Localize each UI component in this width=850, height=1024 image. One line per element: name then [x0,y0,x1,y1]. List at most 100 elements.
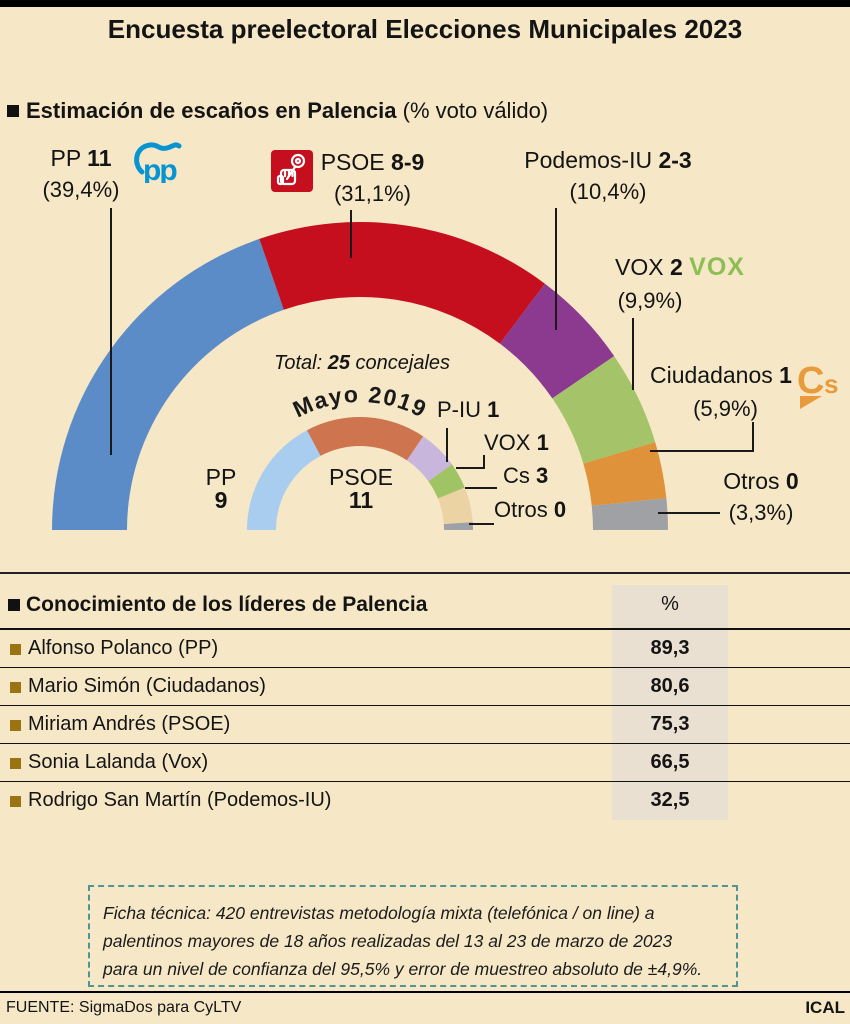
cs-2019-name: Cs [503,463,530,488]
psoe-seats: 8-9 [391,149,425,175]
row-bullet-icon [10,757,21,769]
cs-pct: (5,9%) [693,396,758,421]
label-cs-2019: Cs 3 [503,463,548,489]
row-bullet-icon [10,681,21,693]
row-bullet-icon [10,719,21,731]
pp-logo-icon: pp [134,142,182,183]
vox-2019-seats: 1 [536,430,549,455]
callout-pp [110,208,112,455]
svg-text:s: s [824,369,838,399]
podemos-name: Podemos-IU [524,147,653,173]
inner-ring-title: Mayo 2019 [289,381,432,423]
cs-seats: 1 [779,362,792,388]
page-title: Encuesta preelectoral Elecciones Municip… [107,14,743,44]
podemos-seats: 2-3 [658,147,692,173]
vox-seats: 2 [669,254,683,280]
label-psoe-2019: PSOE 11 [326,466,396,512]
ficha-line: palentinos mayores de 18 años realizadas… [103,931,673,951]
estimation-section-title: Estimación de escaños en Palencia (% vot… [26,98,548,124]
leaders-table-header: Conocimiento de los líderes de Palencia … [0,585,850,630]
podemos-pct: (10,4%) [569,179,647,204]
leader-value: 75,3 [650,712,690,735]
psoe-2019-name: PSOE [329,464,393,490]
piu-2019-name: P-IU [437,397,481,422]
top-border [0,0,850,7]
table-top-rule [0,572,850,574]
leader-name: Sonia Lalanda (Vox) [28,750,209,773]
inner-ring-segment-PSOE [306,417,424,461]
otros-pct: (3,3%) [728,500,794,525]
inner-ring-segment-Cs [437,487,473,525]
row-bullet-icon [10,643,21,655]
label-podemos: Podemos-IU 2-3 (10,4%) [508,145,708,207]
total-seats-label: Total: 25 concejales [262,352,462,375]
label-pp-2019: PP 9 [191,466,251,512]
piu-2019-seats: 1 [487,397,500,422]
ficha-line: Ficha técnica: 420 entrevistas metodolog… [103,903,655,923]
svg-text:pp: pp [143,154,177,183]
total-suffix: concejales [355,352,451,374]
vox-name: VOX [615,254,664,280]
leader-name: Miriam Andrés (PSOE) [28,712,231,735]
otros-name: Otros [723,468,780,494]
ficha-line: para un nivel de confianza del 95,5% y e… [103,959,703,979]
table-row: Rodrigo San Martín (Podemos-IU) 32,5 [0,783,850,820]
pp-seats: 11 [87,145,112,171]
callout-piu-2019 [446,428,448,462]
callout-cs-2019 [465,487,497,489]
leader-name: Alfonso Polanco (PP) [28,636,219,659]
callout-vox-2019-h [456,467,485,469]
inner-ring-segment-VOX [428,464,465,499]
footer-rule [0,991,850,993]
outer-ring-segment-Podemos-IU [499,283,615,399]
leader-value: 66,5 [650,750,690,773]
source-credit: FUENTE: SigmaDos para CyLTV [6,999,242,1016]
label-pp: PP 11 (39,4%) [31,143,131,205]
cs-2019-seats: 3 [536,463,549,488]
callout-vox-2019-v [483,455,485,469]
callout-otros [658,512,720,514]
leader-name: Rodrigo San Martín (Podemos-IU) [28,788,332,811]
total-prefix: Total: [273,352,323,374]
inner-ring-segment-PP [247,430,321,530]
otros-2019-seats: 0 [553,497,567,522]
pp-2019-name: PP [205,464,237,490]
table-row: Alfonso Polanco (PP) 89,3 [0,631,850,668]
label-cs: Ciudadanos 1 [650,360,792,391]
label-vox: VOX 2 VOX [615,252,745,283]
svg-text:C: C [797,363,824,402]
otros-seats: 0 [785,468,799,494]
table-row: Sonia Lalanda (Vox) 66,5 [0,745,850,782]
leader-value: 32,5 [650,788,690,811]
vox-pct: (9,9%) [617,288,683,313]
label-piu-2019: P-IU 1 [437,397,499,423]
cs-logo-icon: C s [797,363,838,409]
table-row: Miriam Andrés (PSOE) 75,3 [0,707,850,744]
pp-2019-seats: 9 [214,487,228,513]
callout-vox [632,318,634,390]
callout-cs-h [650,450,754,452]
vox-logo-icon: VOX [689,253,745,281]
agency-credit: ICAL [805,998,845,1017]
row-bullet-icon [10,795,21,807]
label-otros: Otros 0 (3,3%) [711,466,811,528]
cs-name: Ciudadanos [650,362,773,388]
callout-cs-v [752,422,754,452]
label-vox-2019: VOX 1 [484,430,549,456]
callout-podemos [555,208,557,330]
label-psoe: PSOE 8-9 (31,1%) [320,147,425,209]
pp-name: PP [50,145,81,171]
psoe-2019-seats: 11 [348,487,374,513]
callout-psoe [350,210,352,258]
label-otros-2019: Otros 0 [494,497,566,523]
otros-2019-name: Otros [494,497,548,522]
vox-2019-name: VOX [484,430,531,455]
psoe-pct: (31,1%) [333,181,412,206]
section-bullet-icon [8,599,20,611]
leader-value: 80,6 [650,674,690,697]
pp-pct: (39,4%) [42,177,120,202]
leaders-title: Conocimiento de los líderes de Palencia [26,593,428,616]
psoe-logo-icon [271,150,313,192]
leader-name: Mario Simón (Ciudadanos) [28,674,266,697]
